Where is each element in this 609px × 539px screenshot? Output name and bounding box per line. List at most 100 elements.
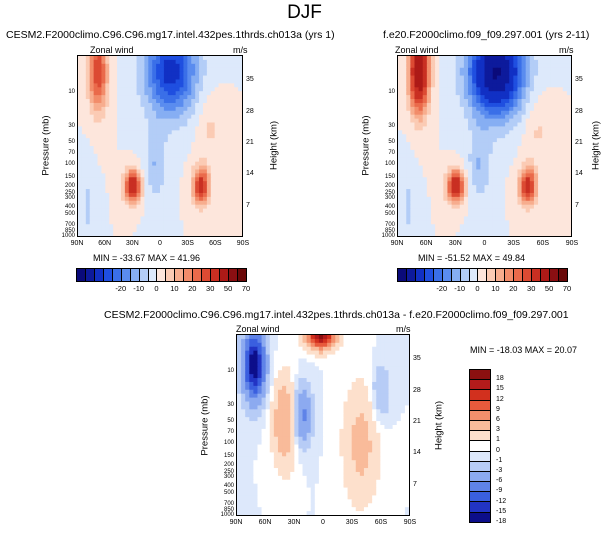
contour-cell bbox=[298, 374, 303, 379]
contour-cell bbox=[133, 64, 138, 69]
contour-cell bbox=[78, 216, 83, 221]
contour-cell bbox=[447, 201, 452, 206]
contour-cell bbox=[137, 173, 142, 178]
contour-cell bbox=[419, 185, 424, 190]
contour-cell bbox=[98, 162, 103, 167]
contour-cell bbox=[406, 119, 411, 124]
contour-cell bbox=[90, 169, 95, 174]
contour-cell bbox=[489, 166, 494, 171]
contour-cell bbox=[439, 213, 444, 218]
contour-cell bbox=[526, 134, 531, 139]
contour-cell bbox=[456, 205, 461, 210]
contour-cell bbox=[160, 177, 165, 182]
contour-cell bbox=[164, 107, 169, 112]
contour-cell bbox=[82, 166, 87, 171]
contour-cell bbox=[559, 228, 564, 233]
contour-cell bbox=[559, 134, 564, 139]
contour-cell bbox=[105, 201, 110, 206]
contour-cell bbox=[187, 169, 192, 174]
contour-cell bbox=[439, 107, 444, 112]
contour-cell bbox=[372, 398, 377, 403]
contour-cell bbox=[410, 177, 415, 182]
contour-cell bbox=[144, 119, 149, 124]
contour-cell bbox=[423, 138, 428, 143]
contour-cell bbox=[550, 79, 555, 84]
contour-cell bbox=[78, 224, 83, 229]
contour-cell bbox=[219, 205, 224, 210]
contour-cell bbox=[360, 347, 365, 352]
contour-cell bbox=[298, 347, 303, 352]
contour-cell bbox=[410, 95, 415, 100]
contour-cell bbox=[86, 107, 91, 112]
contour-cell bbox=[406, 177, 411, 182]
contour-cell bbox=[480, 224, 485, 229]
contour-cell bbox=[199, 185, 204, 190]
contour-cell bbox=[207, 56, 212, 61]
contour-cell bbox=[86, 79, 91, 84]
contour-cell bbox=[423, 189, 428, 194]
contour-cell bbox=[452, 169, 457, 174]
contour-cell bbox=[406, 111, 411, 116]
contour-cell bbox=[191, 123, 196, 128]
contour-cell bbox=[452, 166, 457, 171]
contour-cell bbox=[460, 138, 465, 143]
contour-cell bbox=[109, 197, 114, 202]
contour-cell bbox=[121, 123, 126, 128]
contour-cell bbox=[410, 158, 415, 163]
contour-cell bbox=[156, 201, 161, 206]
contour-cell bbox=[117, 228, 122, 233]
contour-cell bbox=[567, 83, 571, 88]
contour-cell bbox=[226, 138, 231, 143]
contour-cell bbox=[298, 355, 303, 360]
contour-cell bbox=[121, 119, 126, 124]
contour-cell bbox=[555, 205, 560, 210]
contour-cell bbox=[90, 146, 95, 151]
contour-cell bbox=[137, 103, 142, 108]
contour-cell bbox=[144, 216, 149, 221]
contour-cell bbox=[245, 347, 250, 352]
contour-cell bbox=[339, 339, 344, 344]
contour-cell bbox=[98, 115, 103, 120]
contour-cell bbox=[315, 355, 320, 360]
contour-cell bbox=[274, 366, 279, 371]
contour-cell bbox=[406, 56, 411, 61]
contour-cell bbox=[199, 213, 204, 218]
contour-cell bbox=[563, 181, 568, 186]
contour-cell bbox=[286, 339, 291, 344]
contour-cell bbox=[298, 335, 303, 340]
contour-cell bbox=[372, 366, 377, 371]
contour-cell bbox=[160, 228, 165, 233]
contour-cell bbox=[105, 72, 110, 77]
contour-cell bbox=[559, 193, 564, 198]
contour-cell bbox=[348, 362, 353, 367]
contour-cell bbox=[364, 421, 369, 426]
contour-cell bbox=[555, 111, 560, 116]
contour-cell bbox=[513, 224, 518, 229]
contour-cell bbox=[563, 158, 568, 163]
contour-cell bbox=[509, 91, 514, 96]
contour-cell bbox=[526, 146, 531, 151]
contour-cell bbox=[410, 154, 415, 159]
contour-cell bbox=[86, 56, 91, 61]
contour-cell bbox=[82, 193, 87, 198]
contour-cell bbox=[464, 130, 469, 135]
contour-cell bbox=[315, 362, 320, 367]
contour-cell bbox=[460, 126, 465, 131]
contour-cell bbox=[497, 205, 502, 210]
contour-cell bbox=[339, 362, 344, 367]
contour-cell bbox=[364, 351, 369, 356]
contour-cell bbox=[550, 232, 555, 236]
contour-cell bbox=[199, 130, 204, 135]
contour-cell bbox=[460, 91, 465, 96]
contour-cell bbox=[234, 142, 239, 147]
contour-cell bbox=[152, 232, 157, 236]
contour-cell bbox=[472, 220, 477, 225]
contour-cell bbox=[435, 95, 440, 100]
contour-cell bbox=[303, 390, 308, 395]
contour-cell bbox=[168, 173, 173, 178]
contour-cell bbox=[249, 370, 254, 375]
contour-cell bbox=[172, 181, 177, 186]
contour-cell bbox=[410, 60, 415, 65]
contour-cell bbox=[180, 146, 185, 151]
contour-cell bbox=[352, 351, 357, 356]
